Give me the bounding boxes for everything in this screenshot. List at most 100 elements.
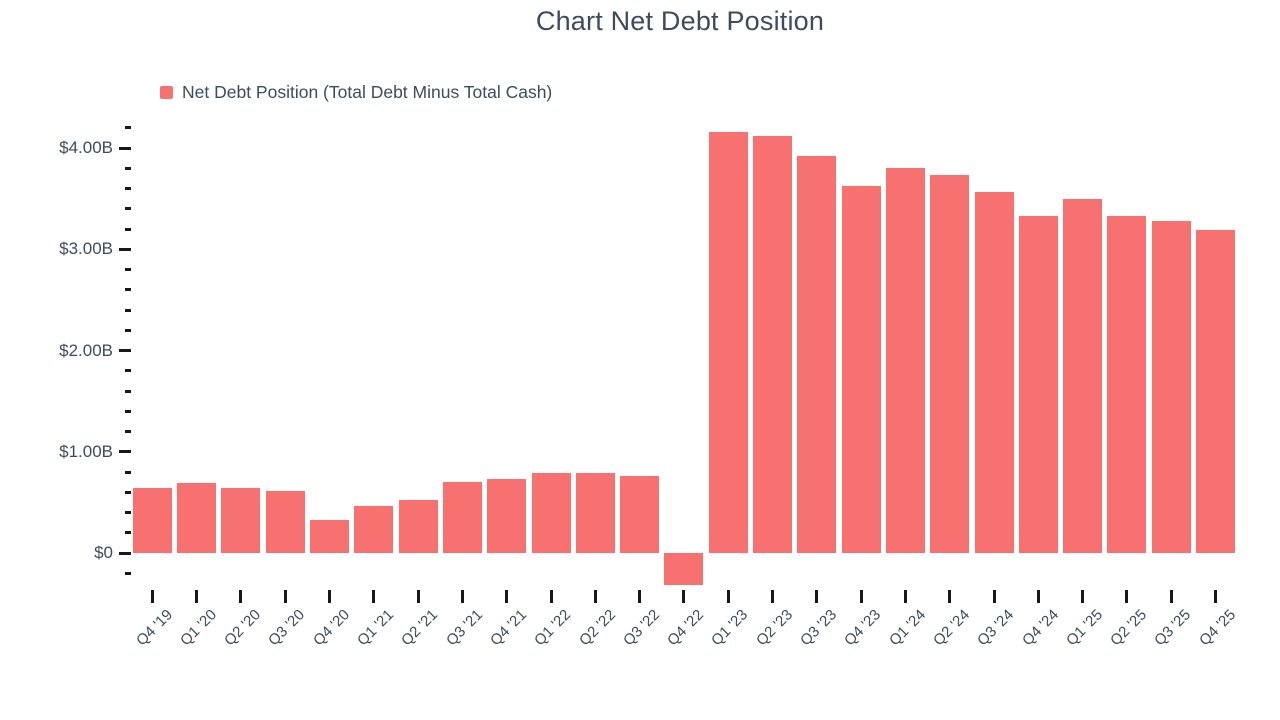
x-axis-tick (372, 590, 376, 603)
y-axis-minor-tick (125, 470, 131, 474)
x-axis-label-q3-21: Q3 '21 (442, 606, 486, 650)
x-axis-label-q4-19: Q4 '19 (132, 606, 176, 650)
bar-q1-20[interactable] (177, 483, 217, 553)
bar-q4-22[interactable] (664, 553, 704, 586)
y-axis-major-tick (119, 247, 131, 251)
chart-title: Chart Net Debt Position (535, 6, 825, 36)
bar-q1-22[interactable] (531, 473, 571, 553)
legend-marker-icon (160, 86, 173, 100)
x-axis-tick (505, 590, 509, 603)
x-axis-tick (1169, 590, 1173, 603)
y-axis-minor-tick (125, 531, 131, 535)
y-axis-minor-tick (125, 207, 131, 211)
x-axis-tick (283, 590, 287, 603)
y-axis-minor-tick (125, 389, 131, 393)
x-axis-tick (328, 590, 331, 603)
bar-q2-22[interactable] (575, 473, 615, 553)
x-axis-label-q3-20: Q3 '20 (265, 606, 309, 650)
x-axis-tick (682, 590, 686, 603)
y-axis-minor-tick (125, 409, 131, 413)
y-axis-label: $0 (94, 543, 113, 562)
y-axis-label: $2.00B (59, 340, 113, 360)
legend: Net Debt Position (Total Debt Minus Tota… (160, 82, 553, 102)
bar-q1-24[interactable] (885, 168, 925, 553)
x-axis-label-q1-25: Q1 '25 (1062, 606, 1106, 650)
y-axis-minor-tick (125, 490, 131, 494)
bar-q2-20[interactable] (221, 488, 261, 553)
bar-q3-25[interactable] (1151, 221, 1191, 553)
bar-q3-23[interactable] (797, 156, 837, 553)
x-axis-tick (549, 590, 553, 603)
x-axis-tick (948, 590, 952, 603)
y-axis-label: $4.00B (59, 138, 113, 158)
x-axis-tick (416, 590, 420, 603)
x-axis-label-q1-24: Q1 '24 (885, 606, 929, 650)
y-axis-minor-tick (125, 511, 131, 515)
bar-q4-20[interactable] (310, 519, 349, 553)
y-axis-minor-tick (125, 369, 131, 373)
bar-q2-21[interactable] (398, 500, 438, 553)
x-axis-tick (150, 590, 154, 603)
bar-q4-21[interactable] (487, 479, 527, 553)
x-axis-tick (1214, 590, 1217, 603)
x-axis-label-q2-23: Q2 '23 (752, 606, 796, 650)
bar-q1-25[interactable] (1063, 198, 1103, 553)
y-axis-minor-tick (125, 126, 131, 130)
x-axis-label-q1-20: Q1 '20 (176, 606, 220, 650)
bar-q3-20[interactable] (265, 491, 305, 553)
bar-q4-19[interactable] (132, 488, 172, 553)
bar-q1-23[interactable] (708, 132, 748, 553)
x-axis-tick (460, 590, 464, 603)
x-axis-label-q4-20: Q4 '20 (309, 606, 353, 650)
bar-q3-24[interactable] (974, 191, 1014, 553)
bar-q2-24[interactable] (930, 174, 970, 553)
bar-q1-21[interactable] (354, 506, 394, 553)
x-axis-tick (815, 590, 819, 603)
x-axis-tick (1081, 590, 1085, 603)
y-axis-minor-tick (125, 288, 131, 292)
x-axis-tick (1125, 590, 1129, 603)
y-axis-minor-tick (125, 571, 131, 575)
x-axis-label-q3-23: Q3 '23 (797, 606, 841, 650)
legend-label: Net Debt Position (Total Debt Minus Tota… (182, 82, 553, 102)
y-axis-minor-tick (125, 308, 131, 312)
y-axis-label: $3.00B (59, 239, 113, 259)
x-axis-label-q1-21: Q1 '21 (354, 606, 398, 650)
x-axis-label-q4-22: Q4 '22 (664, 606, 708, 650)
legend-item-net-debt-position[interactable]: Net Debt Position (Total Debt Minus Tota… (160, 82, 553, 102)
y-axis-minor-tick (125, 268, 131, 272)
x-axis-tick (726, 590, 730, 603)
y-axis-major-tick (119, 551, 131, 555)
x-axis-tick (239, 590, 243, 603)
y-axis-minor-tick (125, 328, 131, 332)
x-axis-label-q3-22: Q3 '22 (619, 606, 663, 650)
x-axis-tick (1036, 590, 1040, 603)
x-axis-tick (771, 590, 774, 603)
x-axis-label-q2-22: Q2 '22 (575, 606, 619, 650)
x-axis-tick (195, 590, 199, 603)
x-axis-label-q4-24: Q4 '24 (1018, 606, 1062, 650)
bar-q2-25[interactable] (1107, 216, 1147, 553)
bar-q3-22[interactable] (620, 476, 660, 553)
x-axis-label-q4-23: Q4 '23 (841, 606, 885, 650)
bar-q3-21[interactable] (442, 482, 482, 553)
y-axis-major-tick (119, 450, 131, 454)
bar-q2-23[interactable] (753, 136, 792, 553)
x-axis-tick (859, 590, 863, 603)
y-axis-label: $1.00B (59, 441, 113, 461)
bar-q4-24[interactable] (1018, 216, 1058, 553)
x-axis-tick (992, 590, 996, 603)
x-axis-label-q2-24: Q2 '24 (930, 606, 974, 650)
bar-q4-23[interactable] (841, 185, 881, 553)
x-axis-label-q1-23: Q1 '23 (708, 606, 752, 650)
y-axis-minor-tick (125, 430, 131, 434)
x-axis-label-q2-25: Q2 '25 (1107, 606, 1151, 650)
y-axis-major-tick (119, 146, 131, 150)
y-axis-major-tick (119, 349, 131, 353)
x-axis-label-q3-24: Q3 '24 (974, 606, 1018, 650)
x-axis-tick (593, 590, 597, 603)
bar-q4-25[interactable] (1196, 230, 1235, 553)
x-axis-tick (903, 590, 907, 603)
x-axis-label-q4-21: Q4 '21 (487, 606, 531, 650)
